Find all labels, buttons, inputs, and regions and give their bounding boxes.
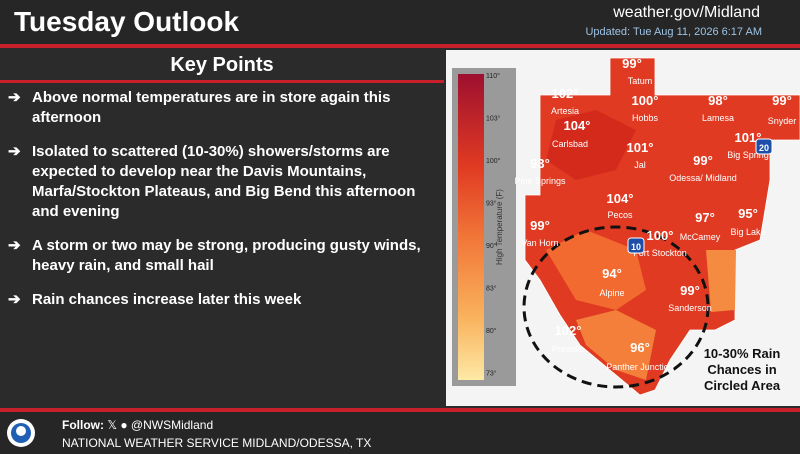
agency: NATIONAL WEATHER SERVICE MIDLAND/ODESSA,… <box>62 436 372 450</box>
warm-area <box>576 310 656 380</box>
place-temp: 102° <box>552 86 579 101</box>
highway-shield <box>627 237 645 254</box>
legend-label: 110° <box>486 72 500 80</box>
place-temp: 95° <box>738 206 758 221</box>
place-temp: 99° <box>622 56 642 71</box>
place-name: Jal <box>634 160 646 170</box>
key-point: ➔ Above normal temperatures are in store … <box>8 88 428 128</box>
nws-logo <box>7 419 35 447</box>
places: 99° Tatum 102° Artesia 100° Hobbs 98° Lamesa 99°… <box>514 56 796 372</box>
title: Tuesday Outlook <box>14 6 240 37</box>
place-name: Odessa/ Midland <box>669 173 737 183</box>
place-temp: 93° <box>530 156 550 171</box>
footer: Follow: 𝕏 ● @NWSMidland NATIONAL WEATHER… <box>0 408 800 454</box>
place-name: Big Lake <box>730 227 765 237</box>
place-name: Big Spring <box>727 150 769 160</box>
annotation-line: Circled Area <box>704 378 781 393</box>
place-name: McCamey <box>680 232 721 242</box>
place-temp: 99° <box>772 93 792 108</box>
place-name: Pine Springs <box>514 176 566 186</box>
follow-label: Follow: <box>62 418 104 432</box>
key-point: ➔ Rain chances increase later this week <box>8 290 428 310</box>
place-name: Alpine <box>599 288 624 298</box>
key-point: ➔ A storm or two may be strong, producing… <box>8 236 428 276</box>
hot-area <box>546 110 636 180</box>
legend-label: 73° <box>486 370 497 378</box>
place-temp: 104° <box>607 191 634 206</box>
place-temp: 99° <box>693 153 713 168</box>
map: High Temperature (F) 110° 103° 100° 93° 90° 8… <box>446 50 800 406</box>
warm-area <box>706 250 736 312</box>
key-points: Key Points ➔ Above normal temperatures ar… <box>0 50 444 380</box>
legend-label: 100° <box>486 157 501 165</box>
place-temp: 99° <box>530 218 550 233</box>
key-point-text: Above normal temperatures are in store a… <box>32 89 391 126</box>
place-temp: 94° <box>602 266 622 281</box>
key-points-list: ➔ Above normal temperatures are in store … <box>8 88 428 324</box>
legend-label: 80° <box>486 327 497 335</box>
place-temp: 97° <box>695 210 715 225</box>
place-temp: 101° <box>735 130 762 145</box>
key-point-text: Isolated to scattered (10-30%) showers/s… <box>32 143 416 220</box>
handle[interactable]: @NWSMidland <box>130 418 214 432</box>
legend-bar <box>458 74 484 380</box>
place-name: Snyder <box>768 116 797 126</box>
place-temp: 99° <box>680 283 700 298</box>
bullet-arrow: ➔ <box>8 291 21 308</box>
highway-number: 20 <box>759 143 769 153</box>
place-name: Panther Junction <box>606 362 674 372</box>
bullet-arrow: ➔ <box>8 237 21 254</box>
place-name: Sanderson <box>668 303 712 313</box>
follow: Follow: 𝕏 ● @NWSMidland <box>62 418 214 432</box>
rain-circle <box>522 225 710 389</box>
key-point-text: A storm or two may be strong, producing … <box>32 237 421 274</box>
highway-number: 10 <box>631 242 641 252</box>
key-point: ➔ Isolated to scattered (10-30%) showers/… <box>8 142 428 222</box>
place-name: Pecos <box>607 210 633 220</box>
legend-label: 93° <box>486 200 497 208</box>
legend-label: 103° <box>486 115 501 123</box>
place-name: Artesia <box>551 106 579 116</box>
bullet-arrow: ➔ <box>8 89 21 106</box>
place-temp: 102° <box>555 323 582 338</box>
legend-labels: 110° 103° 100° 93° 90° 83° 80° 73° <box>486 72 501 378</box>
legend-label: 90° <box>486 242 497 250</box>
place-temp: 100° <box>647 228 674 243</box>
key-point-text: Rain chances increase later this week <box>32 291 302 308</box>
place-name: Hobbs <box>632 113 659 123</box>
place-temp: 101° <box>627 140 654 155</box>
place-temp: 104° <box>564 118 591 133</box>
place-name: Carlsbad <box>552 139 588 149</box>
header: Tuesday Outlook weather.gov/Midland Upda… <box>0 0 800 48</box>
place-name: Tatum <box>628 76 653 86</box>
warm-area <box>546 230 646 310</box>
legend-label: 83° <box>486 285 497 293</box>
annotation-line: 10-30% Rain <box>704 346 781 361</box>
annotation: 10-30% Rain Chances in Circled Area <box>704 346 781 393</box>
website[interactable]: weather.gov/Midland <box>613 4 760 21</box>
place-name: Van Horn <box>521 238 558 248</box>
legend-title: High Temperature (F) <box>495 189 504 265</box>
updated: Updated: Tue Aug 11, 2026 6:17 AM <box>585 26 762 38</box>
place-temp: 100° <box>632 93 659 108</box>
place-name: Fort Stockton <box>633 248 687 258</box>
annotation-line: Chances in <box>707 362 776 377</box>
place-name: Presidio <box>552 344 585 354</box>
place-temp: 96° <box>630 340 650 355</box>
place-temp: 98° <box>708 93 728 108</box>
bullet-arrow: ➔ <box>8 143 21 160</box>
place-name: Lamesa <box>702 113 734 123</box>
highway-shield <box>755 138 773 155</box>
key-points-title: Key Points <box>0 50 444 83</box>
